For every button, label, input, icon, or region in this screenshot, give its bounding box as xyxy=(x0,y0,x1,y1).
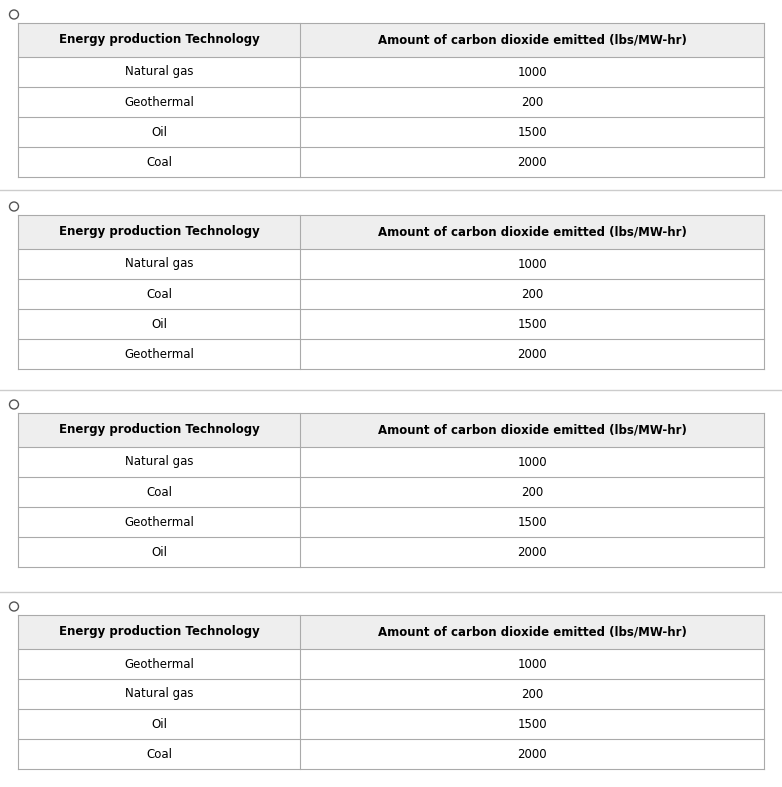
Text: Energy production Technology: Energy production Technology xyxy=(59,34,260,46)
Text: 1000: 1000 xyxy=(517,456,547,468)
Text: Coal: Coal xyxy=(146,486,172,498)
Bar xyxy=(18,709,764,739)
Bar xyxy=(18,249,764,279)
Text: 200: 200 xyxy=(521,688,543,700)
Bar xyxy=(18,679,764,709)
Text: Oil: Oil xyxy=(151,317,167,331)
Text: 1000: 1000 xyxy=(517,65,547,79)
Text: 1500: 1500 xyxy=(517,125,547,139)
Text: 1500: 1500 xyxy=(517,718,547,730)
Text: 200: 200 xyxy=(521,95,543,109)
Text: 2000: 2000 xyxy=(517,748,547,760)
Bar xyxy=(18,447,764,477)
Text: Geothermal: Geothermal xyxy=(124,348,194,360)
Text: Oil: Oil xyxy=(151,545,167,559)
Bar xyxy=(18,339,764,369)
Text: 200: 200 xyxy=(521,486,543,498)
Text: 2000: 2000 xyxy=(517,156,547,168)
Text: 1000: 1000 xyxy=(517,657,547,671)
Text: 1500: 1500 xyxy=(517,515,547,529)
Bar xyxy=(18,537,764,567)
Bar xyxy=(18,309,764,339)
Text: Geothermal: Geothermal xyxy=(124,657,194,671)
Bar xyxy=(18,649,764,679)
Text: 1000: 1000 xyxy=(517,257,547,271)
Text: 2000: 2000 xyxy=(517,348,547,360)
Bar xyxy=(18,57,764,87)
Bar xyxy=(18,279,764,309)
Text: Energy production Technology: Energy production Technology xyxy=(59,226,260,238)
Text: Energy production Technology: Energy production Technology xyxy=(59,626,260,638)
Bar xyxy=(18,739,764,769)
Text: Natural gas: Natural gas xyxy=(125,65,193,79)
Text: 200: 200 xyxy=(521,287,543,301)
Bar xyxy=(18,507,764,537)
Text: Geothermal: Geothermal xyxy=(124,515,194,529)
Text: Coal: Coal xyxy=(146,156,172,168)
Text: Oil: Oil xyxy=(151,718,167,730)
Bar xyxy=(18,23,764,57)
Text: Geothermal: Geothermal xyxy=(124,95,194,109)
Text: Oil: Oil xyxy=(151,125,167,139)
Text: Natural gas: Natural gas xyxy=(125,688,193,700)
Text: Coal: Coal xyxy=(146,287,172,301)
Bar xyxy=(18,87,764,117)
Text: Amount of carbon dioxide emitted (lbs/MW-hr): Amount of carbon dioxide emitted (lbs/MW… xyxy=(378,626,687,638)
Text: Coal: Coal xyxy=(146,748,172,760)
Bar xyxy=(18,413,764,447)
Text: Amount of carbon dioxide emitted (lbs/MW-hr): Amount of carbon dioxide emitted (lbs/MW… xyxy=(378,34,687,46)
Text: Natural gas: Natural gas xyxy=(125,257,193,271)
Text: Natural gas: Natural gas xyxy=(125,456,193,468)
Text: Amount of carbon dioxide emitted (lbs/MW-hr): Amount of carbon dioxide emitted (lbs/MW… xyxy=(378,226,687,238)
Bar xyxy=(18,477,764,507)
Bar xyxy=(18,117,764,147)
Text: 1500: 1500 xyxy=(517,317,547,331)
Bar xyxy=(18,615,764,649)
Bar xyxy=(18,147,764,177)
Text: Energy production Technology: Energy production Technology xyxy=(59,423,260,437)
Text: Amount of carbon dioxide emitted (lbs/MW-hr): Amount of carbon dioxide emitted (lbs/MW… xyxy=(378,423,687,437)
Text: 2000: 2000 xyxy=(517,545,547,559)
Bar xyxy=(18,215,764,249)
